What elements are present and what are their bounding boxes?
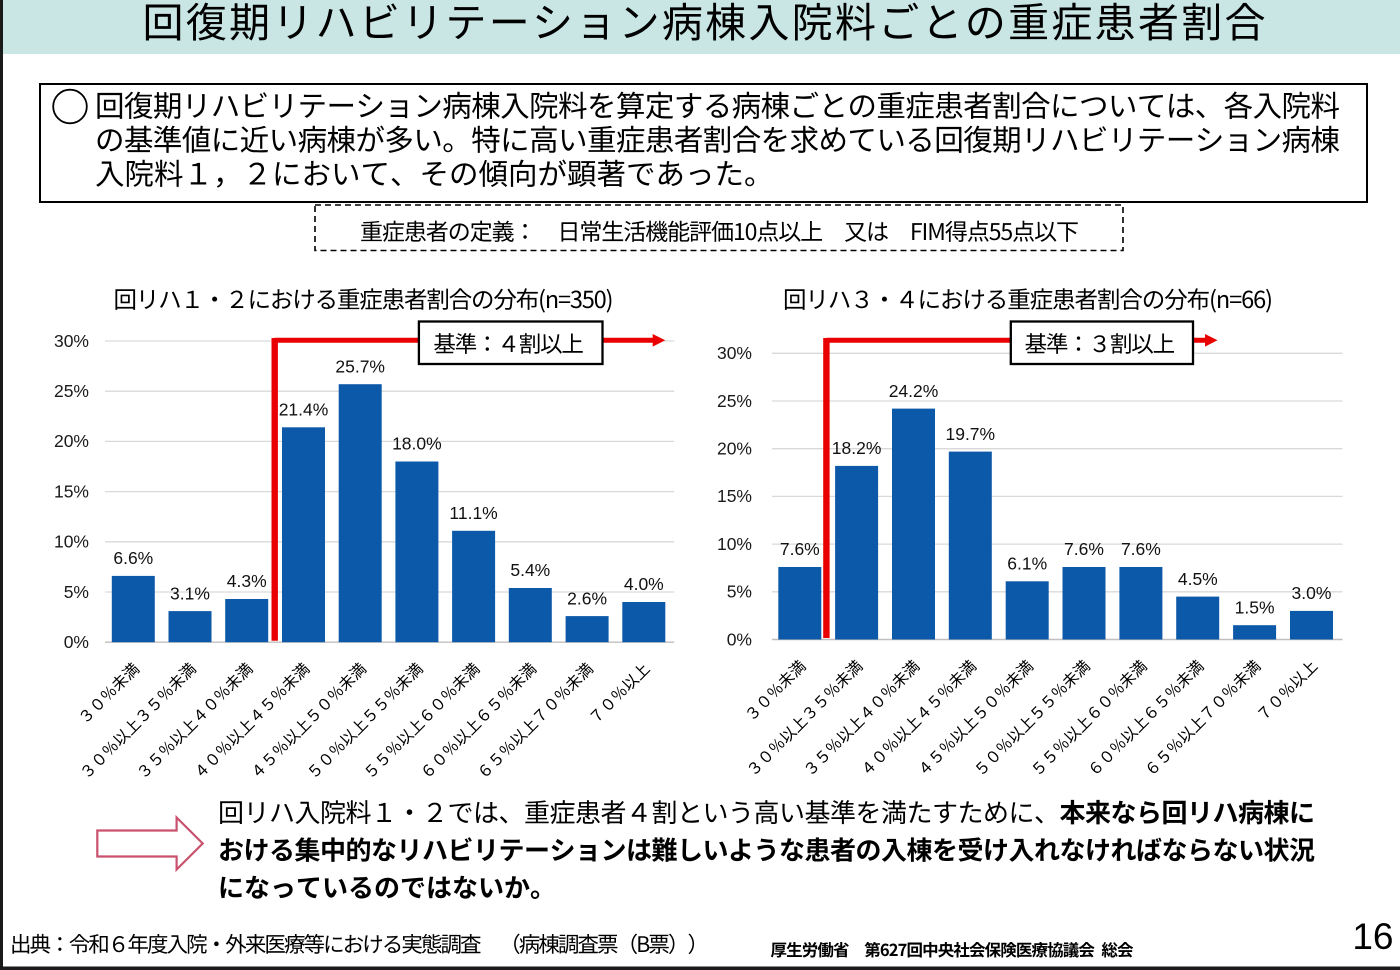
svg-text:3.0%: 3.0% [1292,583,1332,603]
svg-text:7.6%: 7.6% [780,539,820,559]
svg-text:6.6%: 6.6% [113,548,153,568]
svg-text:7.6%: 7.6% [1064,539,1104,559]
svg-text:24.2%: 24.2% [889,381,939,401]
svg-text:19.7%: 19.7% [945,424,995,444]
svg-text:5%: 5% [727,582,752,602]
svg-text:4.0%: 4.0% [624,574,664,594]
svg-text:2.6%: 2.6% [567,588,607,608]
svg-text:18.0%: 18.0% [392,434,442,454]
svg-text:18.2%: 18.2% [832,438,882,458]
svg-text:15%: 15% [54,481,89,501]
svg-text:30%: 30% [717,343,752,363]
svg-text:0%: 0% [727,629,752,649]
svg-text:1.5%: 1.5% [1235,597,1275,617]
svg-text:20%: 20% [54,431,89,451]
svg-text:4.3%: 4.3% [227,571,267,591]
svg-text:10%: 10% [717,534,752,554]
svg-text:6.1%: 6.1% [1007,554,1047,574]
svg-text:3.1%: 3.1% [170,583,210,603]
svg-text:7.6%: 7.6% [1121,539,1161,559]
svg-text:5.4%: 5.4% [510,560,550,580]
svg-text:4.5%: 4.5% [1178,569,1218,589]
svg-text:10%: 10% [54,532,89,552]
svg-text:16: 16 [1352,916,1393,957]
svg-text:21.4%: 21.4% [279,400,329,420]
svg-text:15%: 15% [717,486,752,506]
svg-text:20%: 20% [717,439,752,459]
svg-text:25.7%: 25.7% [335,356,385,376]
svg-text:25%: 25% [54,381,89,401]
svg-text:11.1%: 11.1% [449,503,497,523]
svg-text:25%: 25% [717,391,752,411]
svg-text:30%: 30% [54,331,89,351]
svg-text:0%: 0% [64,632,89,652]
svg-text:5%: 5% [64,582,89,602]
